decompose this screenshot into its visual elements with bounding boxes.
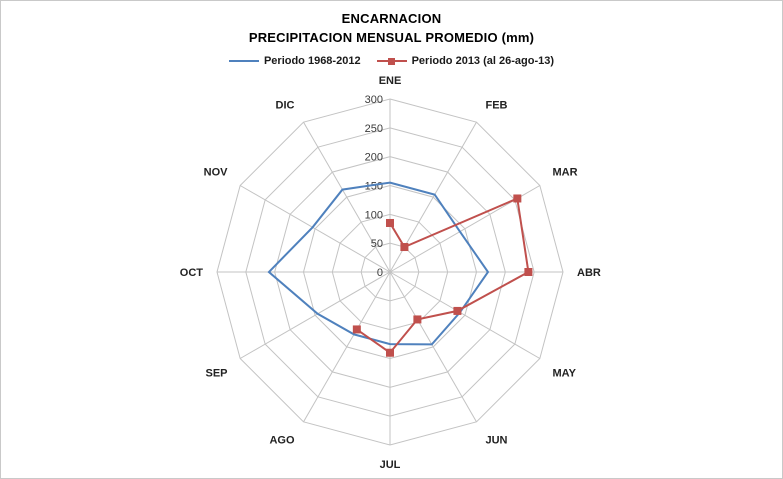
- axis-spoke: [239, 185, 391, 273]
- radial-tick-label: 250: [365, 123, 383, 135]
- data-point-marker: [413, 315, 422, 324]
- month-label-ago: AGO: [269, 434, 295, 446]
- chart-subtitle: PRECIPITACION MENSUAL PROMEDIO (mm): [248, 30, 535, 45]
- radial-tick-label: 0: [377, 267, 383, 279]
- month-label-abr: ABR: [577, 267, 601, 279]
- legend-red-line-sample: [376, 58, 407, 65]
- radial-tick-label: 50: [371, 238, 383, 250]
- series-line-periodo-1968-2012: [267, 181, 490, 346]
- month-label-jul: JUL: [380, 459, 401, 471]
- data-point-marker: [453, 306, 462, 315]
- series-line-periodo-2013: [356, 197, 530, 355]
- month-label-feb: FEB: [486, 100, 508, 112]
- radial-tick-label: 100: [365, 209, 383, 221]
- month-label-jun: JUN: [486, 434, 508, 446]
- data-point-marker: [386, 218, 394, 227]
- chart-title-block: ENCARNACION PRECIPITACION MENSUAL PROMED…: [0, 9, 783, 47]
- data-point-marker: [524, 268, 533, 276]
- month-label-nov: NOV: [204, 167, 229, 179]
- month-label-dic: DIC: [276, 100, 295, 112]
- data-point-marker: [400, 243, 409, 252]
- month-label-may: MAY: [552, 368, 576, 380]
- axis-spoke: [239, 271, 391, 359]
- data-point-marker: [352, 325, 361, 334]
- axis-spoke: [389, 271, 477, 423]
- chart-title: ENCARNACION: [341, 11, 442, 26]
- legend-label-periodo-1968-2012: Periodo 1968-2012: [263, 55, 361, 67]
- legend-square-marker-icon: [387, 58, 395, 65]
- legend: Periodo 1968-2012 Periodo 2013 (al 26-ag…: [0, 55, 783, 67]
- data-point-marker: [513, 194, 522, 203]
- axis-spoke: [303, 271, 391, 423]
- month-label-oct: OCT: [180, 267, 204, 279]
- axis-spoke: [389, 271, 541, 359]
- legend-label-periodo-2013: Periodo 2013 (al 26-ago-13): [411, 55, 555, 67]
- legend-blue-line-sample: [228, 60, 259, 62]
- data-point-marker: [386, 348, 394, 357]
- axis-spoke: [303, 121, 391, 273]
- month-label-sep: SEP: [206, 368, 228, 380]
- radial-tick-label: 300: [365, 94, 383, 106]
- legend-item-periodo-1968-2012: Periodo 1968-2012: [228, 55, 361, 67]
- month-label-mar: MAR: [552, 167, 577, 179]
- month-label-ene: ENE: [379, 75, 402, 87]
- radial-tick-label: 200: [365, 152, 383, 164]
- legend-item-periodo-2013: Periodo 2013 (al 26-ago-13): [376, 55, 555, 67]
